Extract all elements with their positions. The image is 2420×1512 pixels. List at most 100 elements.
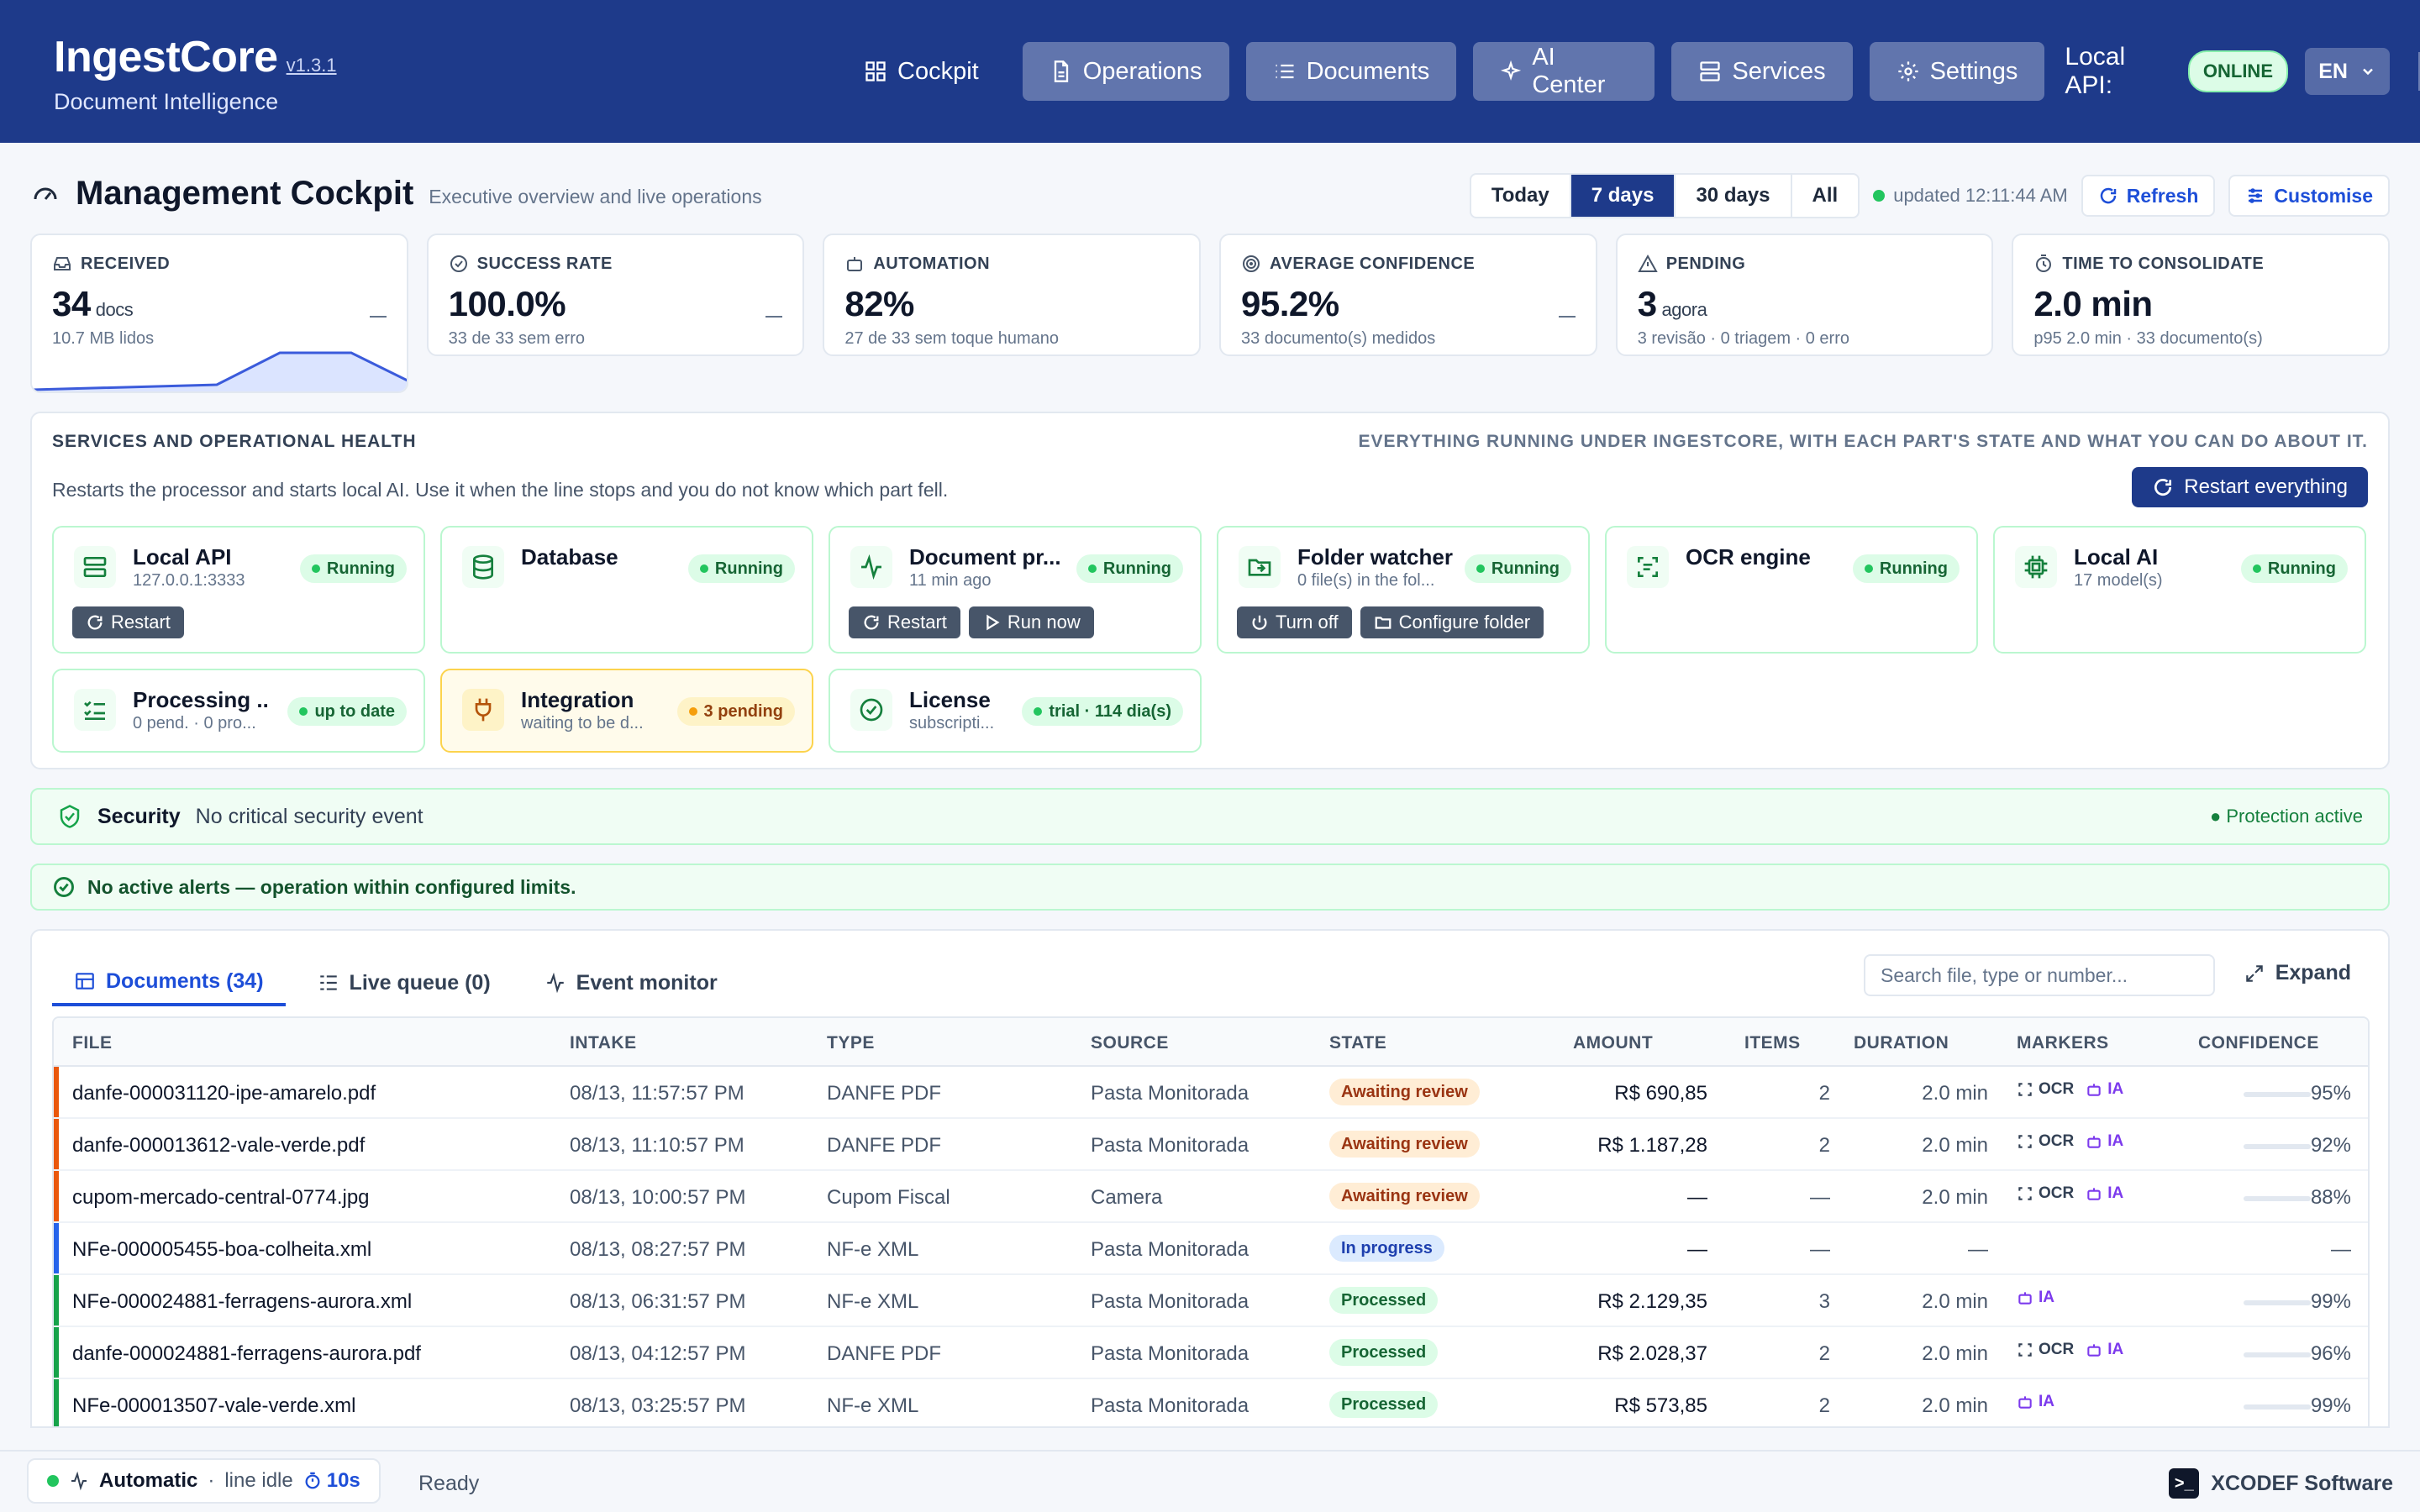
marker-ia: IA [2086,1341,2123,1359]
security-text: No critical security event [195,804,424,828]
service-card-folder-watcher[interactable]: Folder watcher 0 file(s) in the fol... R… [1217,526,1590,654]
table-row[interactable]: danfe-000024881-ferragens-aurora.pdf 08/1… [54,1327,2368,1379]
column-header[interactable]: FILE [72,1033,113,1053]
live-dot [1873,190,1886,202]
plug-icon [475,698,492,722]
file-name[interactable]: NFe-000005455-boa-colheita.xml [72,1238,372,1261]
expand-button[interactable]: Expand [2244,961,2351,985]
service-card-processing[interactable]: Processing ... 0 pend. · 0 pro... up to … [52,669,425,753]
status-badge: Running [299,554,407,583]
table-row[interactable]: cupom-mercado-central-0774.jpg 08/13, 10:… [54,1171,2368,1223]
table-header: FILE INTAKE TYPE SOURCE STATE AMOUNT ITE… [54,1018,2368,1067]
file-name[interactable]: NFe-000013507-vale-verde.xml [72,1394,356,1417]
nav-ai-center[interactable]: AI Center [1473,42,1655,101]
kpi-label: AVERAGE CONFIDENCE [1270,254,1476,273]
column-header[interactable]: MARKERS [2017,1033,2109,1053]
service-card-ocr-engine[interactable]: OCR engine Running [1605,526,1978,654]
gear-icon [1897,61,1918,81]
service-card-database[interactable]: Database Running [440,526,813,654]
search-input[interactable] [1864,954,2215,996]
table-row[interactable]: NFe-000005455-boa-colheita.xml 08/13, 08:… [54,1223,2368,1275]
nav-cockpit[interactable]: Cockpit [837,42,1006,101]
state-badge: Awaiting review [1329,1079,1480,1105]
turn-off-button[interactable]: Turn off [1237,606,1352,638]
kpi-value: 100.0% [448,284,566,323]
language-value: EN [2318,59,2348,83]
service-card-local-api[interactable]: Local API 127.0.0.1:3333 Running Restart [52,526,425,654]
duration: 2.0 min [1922,1342,1988,1365]
kpi-success-rate[interactable]: SUCCESS RATE 100.0% 33 de 33 sem erro [426,234,805,356]
service-name: Processing ... [133,687,267,712]
nav-operations[interactable]: Operations [1022,42,1229,101]
file-name[interactable]: cupom-mercado-central-0774.jpg [72,1186,370,1209]
tab-live-queue[interactable]: Live queue (0) [296,959,513,1006]
service-card-document-processor[interactable]: Document pr... 11 min ago Running Restar… [829,526,1202,654]
documents-table: FILE INTAKE TYPE SOURCE STATE AMOUNT ITE… [52,1016,2370,1426]
service-card-integration[interactable]: Integration waiting to be d... 3 pending [440,669,813,753]
tab-documents[interactable]: Documents (34) [52,959,286,1006]
automation-status[interactable]: Automatic · line idle 10s [27,1458,381,1504]
configure-folder-button[interactable]: Configure folder [1360,606,1544,638]
column-header[interactable]: SOURCE [1091,1033,1169,1053]
kpi-average-confidence[interactable]: AVERAGE CONFIDENCE 95.2% 33 documento(s)… [1219,234,1597,356]
column-header[interactable]: DURATION [1854,1033,1949,1053]
restart-button[interactable]: Restart [849,606,960,638]
alerts-banner: No active alerts — operation within conf… [30,864,2390,911]
column-header[interactable]: ITEMS [1744,1033,1801,1053]
range-all[interactable]: All [1812,184,1839,207]
service-card-license[interactable]: License subscripti... trial · 114 dia(s) [829,669,1202,753]
column-header[interactable]: CONFIDENCE [2198,1033,2319,1053]
service-card-local-ai[interactable]: Local AI 17 model(s) Running [1993,526,2366,654]
column-header[interactable]: STATE [1329,1033,1387,1053]
intake-time: 08/13, 08:27:57 PM [570,1238,746,1261]
file-name[interactable]: danfe-000031120-ipe-amarelo.pdf [72,1082,376,1105]
play-icon [986,614,1000,631]
run-now-button[interactable]: Run now [968,606,1094,638]
folder-settings-icon [1375,617,1391,629]
table-row[interactable]: danfe-000031120-ipe-amarelo.pdf 08/13, 11… [54,1067,2368,1119]
language-select[interactable]: EN [2305,48,2391,95]
restart-everything-button[interactable]: Restart everything [2132,467,2368,507]
grid-icon [865,61,886,81]
kpi-received[interactable]: RECEIVED 34 docs 10.7 MB lidos [30,234,408,393]
kpi-pending[interactable]: PENDING 3 agora 3 revisão · 0 triagem · 0… [1615,234,1994,356]
service-detail: 11 min ago [909,571,992,590]
vendor-brand: >_ XCODEF Software [2169,1468,2393,1499]
nav-documents[interactable]: Documents [1245,42,1457,101]
customise-button[interactable]: Customise [2228,175,2390,217]
app-version[interactable]: v1.3.1 [286,55,337,76]
confidence-bar [2244,1352,2311,1357]
restart-button[interactable]: Restart [72,606,184,638]
range-today[interactable]: Today [1471,175,1571,217]
service-name: Local AI [2074,544,2159,570]
service-name: Integration [521,687,634,712]
column-header[interactable]: INTAKE [570,1033,637,1053]
table-row[interactable]: NFe-000024881-ferragens-aurora.xml 08/13,… [54,1275,2368,1327]
range-7-days[interactable]: 7 days [1570,175,1676,217]
service-detail: 17 model(s) [2074,571,2163,590]
refresh-button[interactable]: Refresh [2081,175,2216,217]
range-30-days[interactable]: 30 days [1676,175,1792,217]
column-header[interactable]: AMOUNT [1573,1033,1654,1053]
scan-icon [2018,1343,2032,1357]
column-header[interactable]: TYPE [827,1033,875,1053]
kpi-time-to-consolidate[interactable]: TIME TO CONSOLIDATE 2.0 min p95 2.0 min … [2012,234,2391,356]
expand-icon [2245,964,2263,982]
file-name[interactable]: danfe-000024881-ferragens-aurora.pdf [72,1342,421,1365]
status-bar: Automatic · line idle 10s Ready >_ XCODE… [0,1450,2420,1512]
table-row[interactable]: NFe-000013507-vale-verde.xml 08/13, 03:25… [54,1379,2368,1426]
kpi-automation[interactable]: AUTOMATION 82% 27 de 33 sem toque humano [823,234,1202,356]
nav-settings[interactable]: Settings [1869,42,2045,101]
file-name[interactable]: NFe-000024881-ferragens-aurora.xml [72,1290,413,1313]
table-row[interactable]: danfe-000013612-vale-verde.pdf 08/13, 11:… [54,1119,2368,1171]
file-name[interactable]: danfe-000013612-vale-verde.pdf [72,1134,366,1157]
doc-type: Cupom Fiscal [827,1186,950,1209]
check-circle-icon [450,255,467,272]
state-indicator [54,1223,59,1273]
items-count: 2 [1818,1394,1830,1417]
confidence-bar [2244,1300,2311,1305]
nav-services[interactable]: Services [1671,42,1853,101]
service-name: Database [521,544,618,570]
tab-event-monitor[interactable]: Event monitor [523,959,739,1006]
markers: OCR IA [2017,1080,2135,1104]
